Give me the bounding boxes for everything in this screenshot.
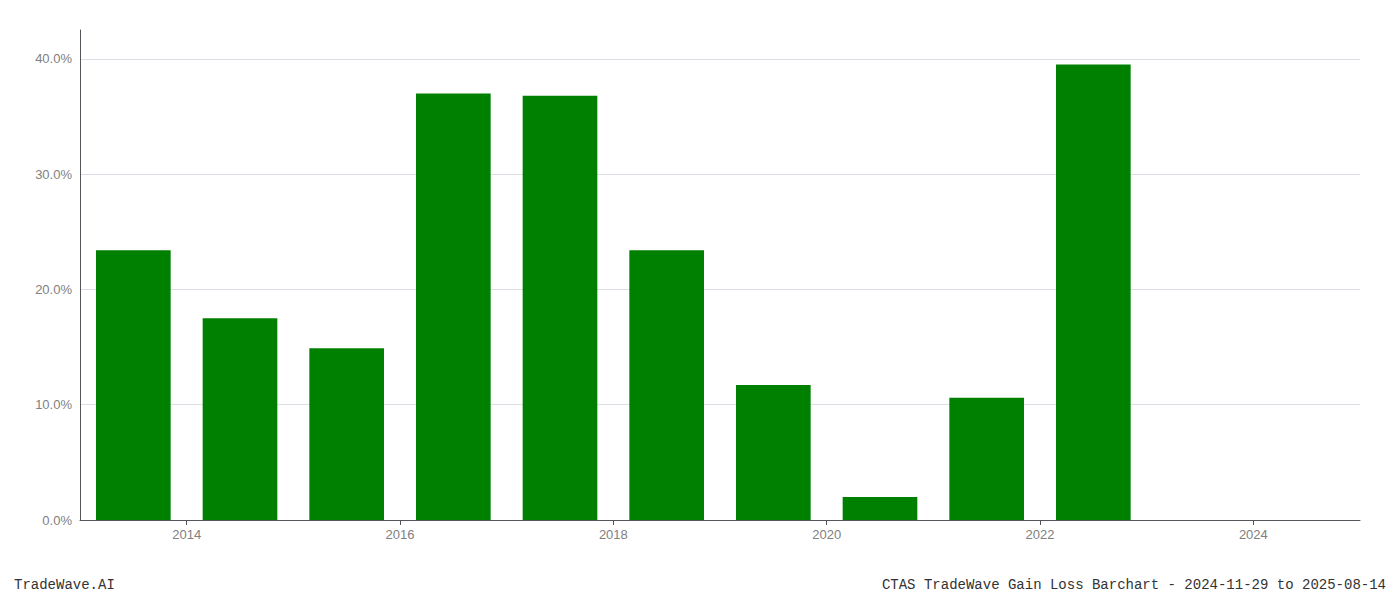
svg-text:30.0%: 30.0% (35, 167, 72, 182)
svg-text:40.0%: 40.0% (35, 51, 72, 66)
svg-text:10.0%: 10.0% (35, 397, 72, 412)
svg-text:TradeWave.AI: TradeWave.AI (14, 577, 115, 593)
svg-text:20.0%: 20.0% (35, 282, 72, 297)
svg-text:2018: 2018 (599, 527, 628, 542)
svg-text:2020: 2020 (812, 527, 841, 542)
svg-text:CTAS TradeWave Gain Loss Barch: CTAS TradeWave Gain Loss Barchart - 2024… (882, 577, 1386, 593)
svg-text:2022: 2022 (1026, 527, 1055, 542)
svg-text:2016: 2016 (386, 527, 415, 542)
svg-text:2014: 2014 (172, 527, 201, 542)
svg-text:2024: 2024 (1239, 527, 1268, 542)
svg-text:0.0%: 0.0% (42, 513, 72, 528)
